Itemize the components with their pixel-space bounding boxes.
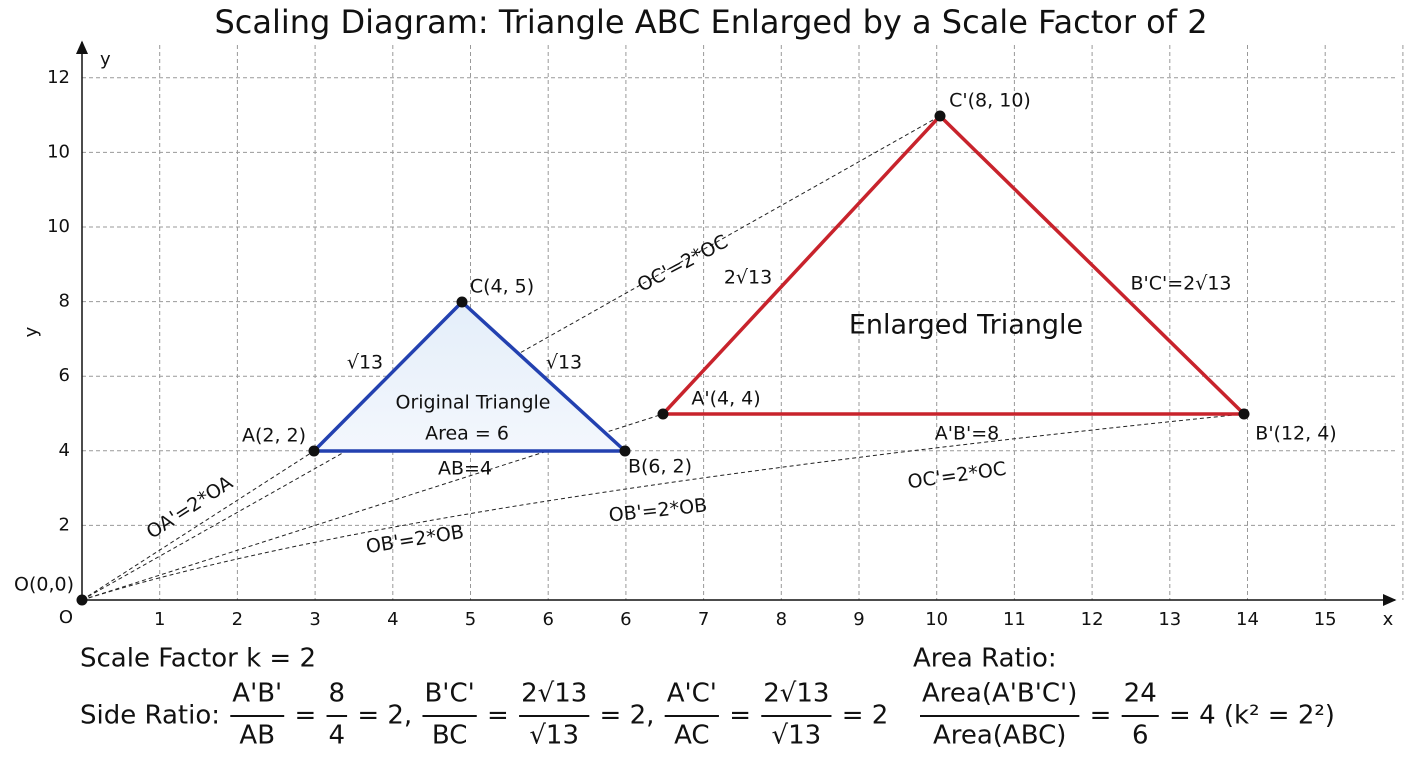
- x-tick-label: 4: [387, 609, 398, 630]
- fraction-denominator: BC: [432, 721, 468, 751]
- y-tick-label: 6: [59, 365, 70, 386]
- formula-text: =: [286, 701, 324, 731]
- vertex: [657, 408, 669, 420]
- x-tick-label: 11: [1003, 609, 1026, 630]
- side-label: A'B'=8: [935, 423, 1000, 445]
- ray: [81, 413, 664, 601]
- x-tick-label: 6: [620, 609, 631, 630]
- ray-label: OA'=2*OA: [143, 472, 237, 544]
- x-tick-label: 9: [853, 609, 864, 630]
- y-tick-label: 10: [47, 141, 70, 162]
- fraction-numerator: 8: [329, 679, 346, 709]
- y-tick-label: 8: [59, 291, 70, 312]
- x-tick-label: 7: [698, 609, 709, 630]
- x-tick-label: 15: [1314, 609, 1337, 630]
- fraction-numerator: B'C': [424, 679, 474, 709]
- side-ratio: Side Ratio: A'B'AB = 84 = 2, B'C'BC = 2√…: [80, 679, 888, 751]
- ray: [81, 450, 315, 601]
- triangle-name: Enlarged Triangle: [849, 310, 1083, 341]
- formula-text: = 2,: [349, 701, 420, 731]
- fraction-numerator: 24: [1124, 679, 1157, 709]
- point-label: B'(12, 4): [1255, 423, 1336, 445]
- x-tick-label: 2: [232, 609, 243, 630]
- x-tick-label: 13: [1158, 609, 1181, 630]
- vertex: [308, 445, 320, 457]
- x-tick-label: 6: [542, 609, 553, 630]
- point-label: C'(8, 10): [949, 90, 1031, 112]
- x-tick-label: 10: [925, 609, 948, 630]
- triangle-name: Original Triangle: [395, 392, 550, 414]
- vertex: [76, 594, 88, 606]
- ray-label: OC'=2*OC: [634, 231, 732, 297]
- formula-text: = 2,: [591, 701, 662, 731]
- fraction-numerator: 2√13: [521, 679, 587, 709]
- side-label: B'C'=2√13: [1130, 273, 1231, 295]
- vertices: [76, 110, 1250, 606]
- fraction-denominator: 4: [329, 721, 346, 751]
- point-label: O(0,0): [14, 574, 74, 596]
- x-tick-label: 8: [776, 609, 787, 630]
- formula-text: = 4 (k² = 2²): [1161, 701, 1335, 731]
- enlarged-triangle: [661, 114, 1246, 416]
- vertex: [456, 296, 468, 308]
- area-ratio: Area(A'B'C') Area(ABC) = 24 6 = 4 (k² = 2²…: [920, 679, 1335, 751]
- grid: [82, 45, 1404, 600]
- y-label-side: y: [21, 326, 42, 337]
- point-label: B(6, 2): [628, 456, 692, 478]
- y-tick-label: 12: [47, 67, 70, 88]
- x-tick-label: 14: [1236, 609, 1259, 630]
- area-ratio-label: Area Ratio:: [913, 644, 1057, 674]
- formula-text: = 2: [833, 701, 888, 731]
- y-label-top: y: [100, 49, 111, 70]
- fraction-numerator: A'C': [667, 679, 717, 709]
- x-tick-label: 3: [309, 609, 320, 630]
- point-label: C(4, 5): [470, 276, 534, 298]
- fraction-denominator: 6: [1132, 721, 1149, 751]
- formula-text: Side Ratio:: [80, 701, 228, 731]
- fraction-numerator: 2√13: [763, 679, 829, 709]
- y-tick-label: 2: [59, 514, 70, 535]
- x-label: x: [1383, 609, 1394, 630]
- fraction-denominator: √13: [772, 721, 822, 751]
- fraction-denominator: √13: [529, 721, 579, 751]
- point-label: A(2, 2): [242, 425, 306, 447]
- side-label: √13: [347, 352, 383, 374]
- formula-text: =: [1081, 701, 1119, 731]
- vertex: [934, 110, 946, 122]
- side-label: AB=4: [438, 458, 492, 480]
- original-triangle: [312, 300, 627, 453]
- vertex: [619, 445, 631, 457]
- scale-factor: Scale Factor k = 2: [80, 644, 316, 674]
- side-label: √13: [546, 352, 582, 374]
- formula-text: =: [721, 701, 759, 731]
- fraction-denominator: AC: [674, 721, 709, 751]
- vertex: [1238, 408, 1250, 420]
- ray: [81, 413, 1245, 601]
- x-tick-label: 12: [1081, 609, 1104, 630]
- fraction-denominator: AB: [239, 721, 275, 751]
- y-tick-label: 10: [47, 216, 70, 237]
- fraction-numerator: Area(A'B'C'): [922, 679, 1077, 709]
- ray-label: OC'=2*OC: [906, 458, 1007, 494]
- point-label: A'(4, 4): [691, 388, 760, 410]
- ray-label: OB'=2*OB: [364, 521, 465, 558]
- origin-label: O: [59, 607, 73, 628]
- formula-text: =: [479, 701, 517, 731]
- x-tick-label: 5: [465, 609, 476, 630]
- side-label: 2√13: [724, 267, 772, 289]
- fraction-numerator: A'B': [232, 679, 282, 709]
- x-tick-label: 1: [154, 609, 165, 630]
- area-label: Area = 6: [425, 423, 509, 445]
- fraction-denominator: Area(ABC): [933, 721, 1066, 751]
- ray-label: OB'=2*OB: [608, 494, 708, 526]
- y-tick-label: 4: [59, 440, 70, 461]
- title: Scaling Diagram: Triangle ABC Enlarged b…: [214, 3, 1207, 41]
